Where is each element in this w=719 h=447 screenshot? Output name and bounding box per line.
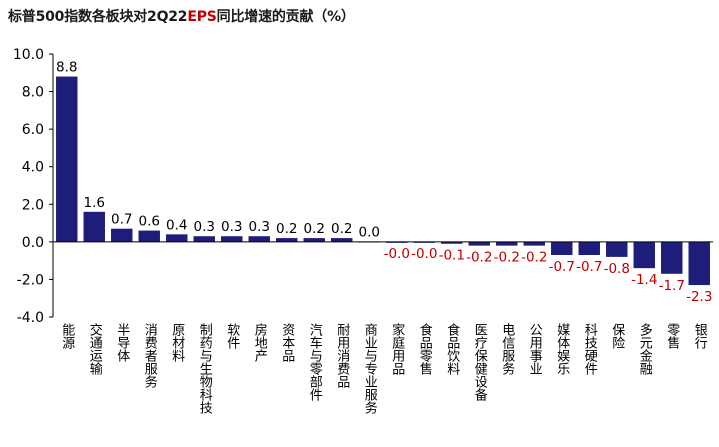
category-label: 能源 — [59, 323, 75, 349]
data-label: -1.7 — [659, 278, 685, 294]
category-label: 交通运输 — [87, 322, 103, 375]
data-label: 0.3 — [194, 219, 215, 235]
data-label: -0.1 — [439, 248, 465, 264]
bar — [303, 238, 325, 242]
bar — [331, 238, 353, 242]
data-label: -0.0 — [411, 246, 437, 262]
data-label: 1.6 — [84, 195, 105, 211]
bar — [138, 230, 160, 242]
bar — [248, 236, 270, 242]
bar — [578, 241, 600, 256]
category-label: 商业与专业服务 — [362, 323, 378, 414]
y-tick-label: -4.0 — [17, 310, 44, 326]
category-label: 汽车与零部件 — [307, 323, 323, 401]
category-label: 食品零售 — [417, 322, 433, 375]
bar — [468, 241, 490, 246]
bar — [551, 241, 573, 256]
y-tick-label: 6.0 — [22, 122, 44, 138]
data-label: 0.2 — [331, 221, 352, 237]
category-label: 食品饮料 — [444, 322, 460, 375]
data-label: 0.7 — [111, 212, 132, 228]
y-tick-label: 2.0 — [22, 197, 44, 213]
data-label: -0.7 — [576, 259, 602, 275]
data-label: 0.4 — [166, 217, 187, 233]
data-label: 8.8 — [56, 60, 77, 76]
category-label: 零售 — [664, 323, 680, 349]
y-tick-label: 8.0 — [22, 85, 44, 101]
category-label: 软件 — [224, 323, 240, 349]
bar — [633, 241, 655, 269]
bar — [688, 241, 710, 286]
bar — [606, 241, 628, 257]
data-label: -0.2 — [521, 250, 547, 266]
category-label: 科技硬件 — [582, 323, 598, 375]
category-label: 多元金融 — [637, 322, 653, 375]
category-label: 原材料 — [169, 323, 185, 362]
data-label: 0.2 — [304, 221, 325, 237]
category-label: 家庭用品 — [389, 322, 405, 375]
bar — [496, 241, 518, 246]
title-part-2: 同比增速的贡献（%） — [216, 9, 355, 25]
category-label: 消费者服务 — [142, 323, 158, 388]
category-label: 电信服务 — [499, 323, 515, 375]
y-tick-label: -2.0 — [17, 272, 44, 288]
bar — [221, 236, 243, 242]
bar — [523, 241, 545, 246]
y-tick-label: 10.0 — [13, 47, 44, 63]
bar — [83, 211, 105, 242]
data-label: 0.0 — [359, 224, 380, 240]
bar — [166, 234, 188, 242]
title-highlight: EPS — [187, 9, 217, 25]
category-label: 媒体娱乐 — [554, 323, 570, 375]
category-label: 制药与生物科技 — [197, 323, 213, 414]
y-tick-label: 4.0 — [22, 160, 44, 176]
chart-title: 标普500指数各板块对2Q22EPS同比增速的贡献（%） — [8, 6, 355, 26]
data-label: -0.7 — [549, 259, 575, 275]
data-label: 0.3 — [249, 219, 270, 235]
category-label: 保险 — [609, 323, 625, 349]
data-label: -0.8 — [604, 261, 630, 277]
category-label: 公用事业 — [527, 323, 543, 375]
bar — [661, 241, 683, 274]
data-label: 0.6 — [139, 214, 160, 230]
data-label: -0.0 — [384, 246, 410, 262]
category-label: 房地产 — [252, 322, 268, 363]
bar — [441, 241, 463, 244]
bar — [111, 228, 133, 242]
data-label: -2.3 — [686, 289, 712, 305]
category-label: 医疗保健设备 — [472, 323, 488, 402]
data-label: -0.2 — [466, 250, 492, 266]
category-label: 银行 — [692, 323, 708, 350]
category-label: 耐用消费品 — [334, 323, 350, 388]
title-part-1: 标普500指数各板块对2Q22 — [8, 9, 188, 25]
bar — [56, 76, 78, 242]
data-label: 0.3 — [221, 219, 242, 235]
category-label: 半导体 — [114, 323, 130, 362]
data-label: 0.2 — [276, 221, 297, 237]
category-label: 资本品 — [279, 323, 295, 362]
data-label: -1.4 — [631, 272, 657, 288]
y-tick-label: 0.0 — [22, 235, 44, 251]
bar — [193, 236, 215, 242]
data-label: -0.2 — [494, 250, 520, 266]
bar — [276, 238, 298, 242]
